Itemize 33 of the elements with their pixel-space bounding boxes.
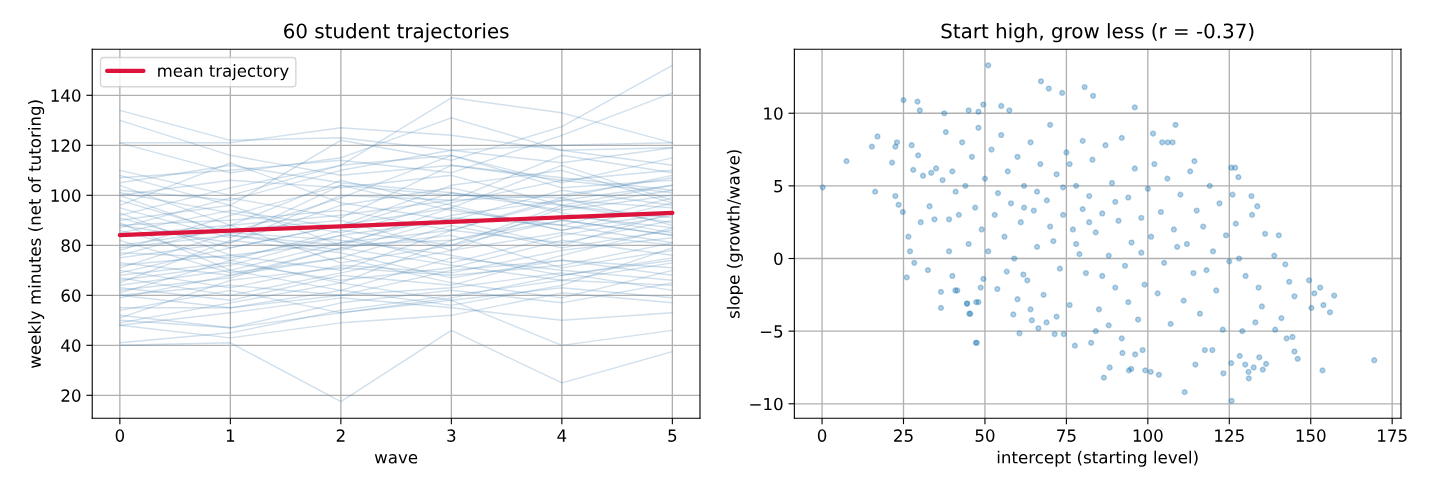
x-axis-title: wave bbox=[374, 454, 418, 464]
chart-title: 60 student trajectories bbox=[284, 23, 509, 43]
y-tick-label: −10 bbox=[750, 397, 783, 411]
x-tick-label: 3 bbox=[447, 429, 456, 442]
y-tick-label: −5 bbox=[760, 325, 783, 338]
y-tick-label: 60 bbox=[61, 289, 81, 302]
x-tick-label: 125 bbox=[1215, 429, 1244, 442]
y-tick-label: 0 bbox=[774, 252, 783, 266]
y-tick-label: 120 bbox=[51, 139, 81, 152]
x-tick-label: 175 bbox=[1378, 429, 1407, 442]
x-tick-label: 0 bbox=[817, 429, 827, 442]
x-tick-label: 150 bbox=[1296, 429, 1326, 442]
x-tick-label: 75 bbox=[1057, 429, 1076, 442]
y-tick-label: 80 bbox=[61, 239, 81, 252]
x-tick-label: 50 bbox=[975, 429, 995, 442]
y-tick-label: 100 bbox=[51, 189, 81, 202]
y-tick-label: 10 bbox=[764, 107, 783, 120]
legend-label: mean trajectory bbox=[158, 64, 289, 81]
x-tick-label: 2 bbox=[336, 429, 345, 442]
x-tick-label: 100 bbox=[1133, 429, 1163, 442]
x-tick-label: 5 bbox=[668, 429, 677, 442]
chart-title: Start high, grow less (r = -0.37) bbox=[941, 23, 1254, 43]
y-axis-title: weekly minutes (net of tutoring) bbox=[28, 100, 45, 369]
x-tick-label: 25 bbox=[894, 429, 913, 442]
y-axis-title: slope (growth/wave) bbox=[726, 150, 743, 319]
y-tick-label: 140 bbox=[51, 89, 81, 102]
y-tick-label: 5 bbox=[774, 180, 783, 193]
y-tick-label: 20 bbox=[61, 389, 81, 402]
y-tick-label: 40 bbox=[61, 339, 81, 352]
x-tick-label: 1 bbox=[226, 429, 235, 442]
x-axis-title: intercept (starting level) bbox=[997, 450, 1198, 467]
x-tick-label: 4 bbox=[557, 429, 567, 442]
x-tick-label: 0 bbox=[115, 429, 125, 442]
